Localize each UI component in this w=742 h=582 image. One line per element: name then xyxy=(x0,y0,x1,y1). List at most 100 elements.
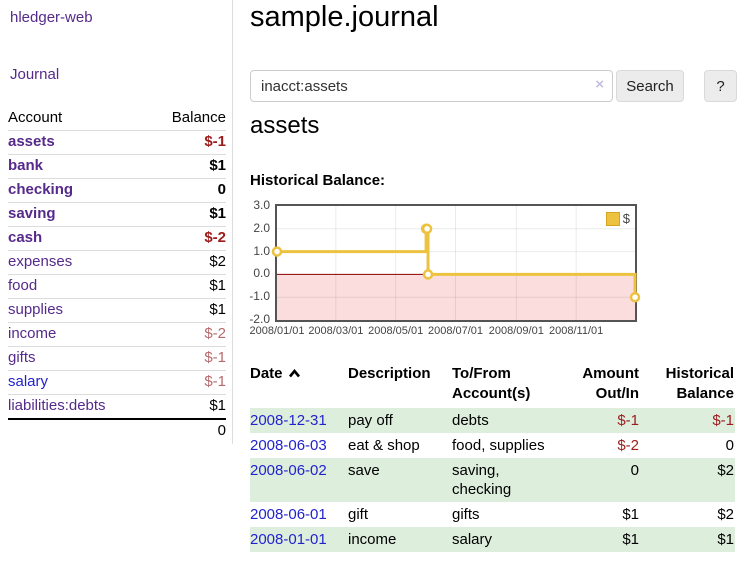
help-button[interactable]: ? xyxy=(704,70,737,102)
date-cell: 2008-06-02 xyxy=(250,458,348,502)
account-balance: 0 xyxy=(148,178,226,203)
sidebar-account-link[interactable]: salary xyxy=(8,373,49,390)
date-header-label: Date xyxy=(250,365,283,382)
account-row: checking 0 xyxy=(8,178,226,203)
account-row: assets $-1 xyxy=(8,130,226,155)
sidebar-account-link[interactable]: liabilities:debts xyxy=(8,397,106,414)
accounts-cell: food, supplies xyxy=(452,437,545,454)
description-cell: pay off xyxy=(348,412,393,429)
sidebar-account-link[interactable]: food xyxy=(8,277,38,294)
transaction-date-link[interactable]: 2008-06-02 xyxy=(250,462,327,479)
legend-label: $ xyxy=(622,211,630,226)
register-header-date[interactable]: Date xyxy=(250,362,348,408)
sort-ascending-icon xyxy=(288,364,301,384)
register-header-row: Date Description To/From Account(s) Amou… xyxy=(250,362,735,408)
account-row: expenses $2 xyxy=(8,250,226,275)
y-axis-tick-label: 0.0 xyxy=(253,266,270,281)
date-cell: 2008-01-01 xyxy=(250,527,348,552)
x-axis-tick-label: 2008/05/01 xyxy=(368,325,424,337)
account-balance: $1 xyxy=(148,394,226,419)
register-header-description: Description xyxy=(348,365,431,382)
sidebar-account-link[interactable]: cash xyxy=(8,229,43,246)
sidebar-account-link[interactable]: gifts xyxy=(8,349,36,366)
chart-title: Historical Balance: xyxy=(250,172,386,189)
accounts-cell: saving, checking xyxy=(452,462,512,498)
accounts-cell: gifts xyxy=(452,506,480,523)
accounts-total-spacer xyxy=(8,418,149,443)
search-input[interactable] xyxy=(250,70,613,102)
amount-cell: $-2 xyxy=(617,437,639,454)
account-balance: $-1 xyxy=(148,346,226,371)
amount-cell: $-1 xyxy=(617,412,639,429)
brand-link[interactable]: hledger-web xyxy=(10,9,93,26)
accounts-header-balance: Balance xyxy=(171,109,226,126)
sidebar-account-link[interactable]: checking xyxy=(8,181,74,198)
account-row: saving $1 xyxy=(8,202,226,227)
x-axis-tick-label: 2008/07/01 xyxy=(427,325,484,337)
account-balance: $-2 xyxy=(148,322,226,347)
accounts-total-row: 0 xyxy=(8,418,226,443)
x-axis-tick-label: 2008/01/01 xyxy=(249,325,305,337)
sidebar: hledger-web Journal Account Balance asse… xyxy=(0,0,233,444)
register-row: 2008-06-02 save saving, checking 0 $2 xyxy=(250,458,735,502)
clear-search-icon[interactable]: × xyxy=(595,76,604,93)
journal-link[interactable]: Journal xyxy=(10,66,60,83)
sidebar-account-link[interactable]: expenses xyxy=(8,253,73,270)
account-row: gifts $-1 xyxy=(8,346,226,371)
accounts-header-account: Account xyxy=(8,109,63,126)
register-row: 2008-06-03 eat & shop food, supplies $-2 0 xyxy=(250,433,735,458)
legend-swatch-icon xyxy=(605,211,620,226)
balance-cell: $2 xyxy=(717,462,734,479)
balance-cell: $2 xyxy=(717,506,734,523)
chart-legend: $ xyxy=(605,211,630,226)
accounts-cell: debts xyxy=(452,412,489,429)
account-row: food $1 xyxy=(8,274,226,299)
page-title: sample.journal xyxy=(250,1,439,33)
search-button[interactable]: Search xyxy=(616,70,684,102)
y-axis-tick-label: -2.0 xyxy=(249,312,270,326)
account-balance: $-2 xyxy=(148,226,226,251)
transaction-date-link[interactable]: 2008-06-01 xyxy=(250,506,327,523)
account-balance: $-1 xyxy=(148,370,226,395)
balance-cell: $-1 xyxy=(712,412,734,429)
x-axis-tick-label: 2008/03/01 xyxy=(308,325,364,337)
historical-balance-chart: $ 3.0 2.0 1.0 0.0 -1.0 -2.0 2008/01/01 2008/03/… xyxy=(243,198,742,344)
y-axis-tick-label: -1.0 xyxy=(249,289,270,304)
account-balance: $1 xyxy=(148,154,226,179)
account-balance: $1 xyxy=(148,202,226,227)
amount-cell: 0 xyxy=(630,462,639,479)
accounts-header-row: Account Balance xyxy=(8,107,226,131)
account-balance: $1 xyxy=(148,274,226,299)
account-row: income $-2 xyxy=(8,322,226,347)
description-cell: gift xyxy=(348,506,369,523)
register-row: 2008-01-01 income salary $1 $1 xyxy=(250,527,735,552)
register-header-amount: Amount Out/In xyxy=(582,365,639,402)
sidebar-account-link[interactable]: assets xyxy=(8,133,55,150)
register-header-balance: Historical Balance xyxy=(665,365,734,402)
balance-cell: 0 xyxy=(725,437,734,454)
search-box: × xyxy=(250,70,613,102)
account-heading: assets xyxy=(250,112,320,139)
amount-cell: $1 xyxy=(622,506,639,523)
register-table: Date Description To/From Account(s) Amou… xyxy=(250,362,735,552)
x-axis-tick-label: 2008/09/01 xyxy=(488,325,544,337)
balance-cell: $1 xyxy=(717,531,734,548)
account-row: liabilities:debts $1 xyxy=(8,394,226,419)
transaction-date-link[interactable]: 2008-12-31 xyxy=(250,412,327,429)
account-row: salary $-1 xyxy=(8,370,226,395)
sidebar-account-link[interactable]: supplies xyxy=(8,301,64,318)
account-balance: $2 xyxy=(148,250,226,275)
register-row: 2008-06-01 gift gifts $1 $2 xyxy=(250,502,735,527)
sidebar-account-link[interactable]: income xyxy=(8,325,57,342)
sidebar-account-link[interactable]: bank xyxy=(8,157,44,174)
accounts-cell: salary xyxy=(452,531,493,548)
transaction-date-link[interactable]: 2008-06-03 xyxy=(250,437,327,454)
y-axis-tick-label: 2.0 xyxy=(253,220,270,235)
x-axis-tick-label: 2008/11/01 xyxy=(549,325,604,337)
account-row: cash $-2 xyxy=(8,226,226,251)
amount-cell: $1 xyxy=(622,531,639,548)
chart-plot: $ xyxy=(271,204,641,322)
sidebar-account-link[interactable]: saving xyxy=(8,205,56,222)
transaction-date-link[interactable]: 2008-01-01 xyxy=(250,531,327,548)
